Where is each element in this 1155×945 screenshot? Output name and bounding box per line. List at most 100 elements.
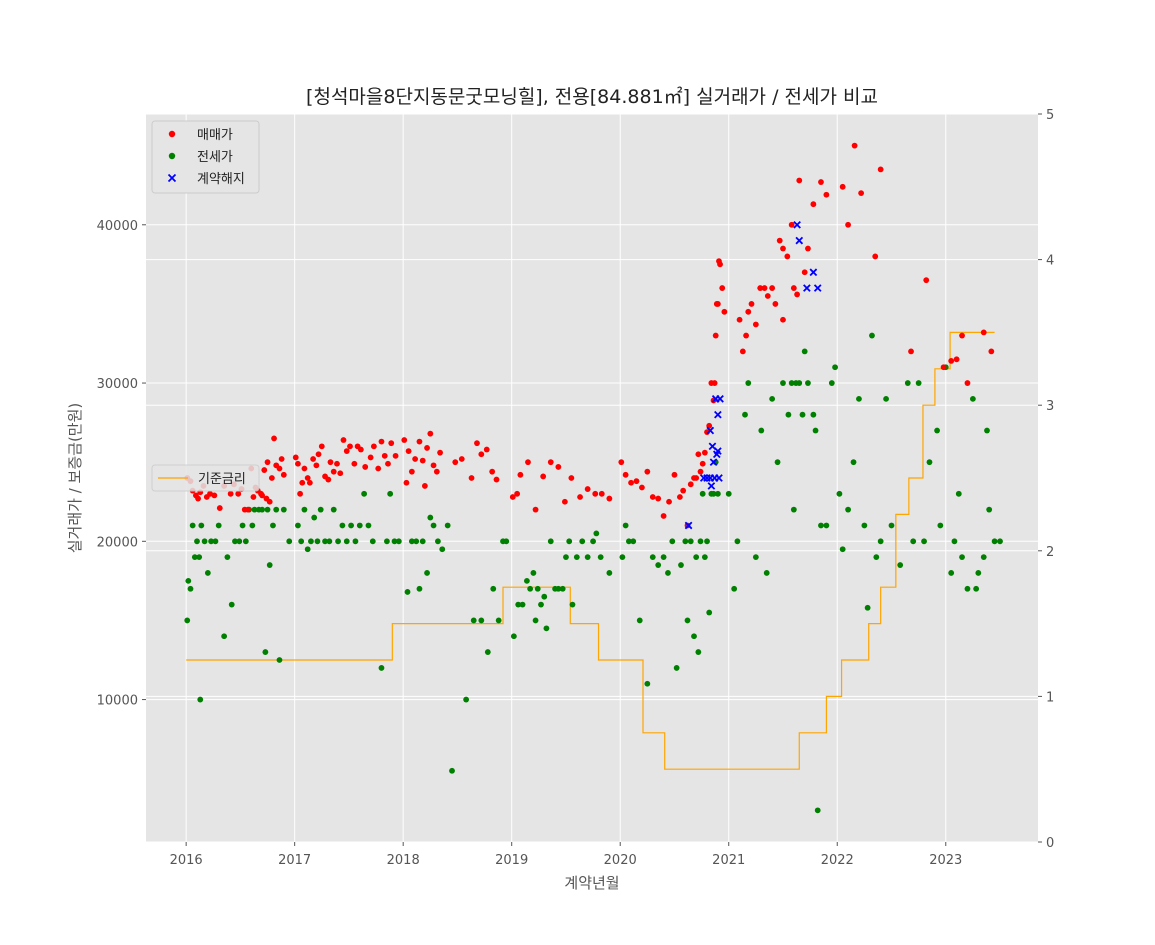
x-tick-label-6: 2022 (821, 853, 854, 868)
jeonse-point-123 (697, 538, 704, 545)
sale-point-161 (858, 190, 865, 197)
sale-point-72 (419, 457, 426, 464)
cancel-point-4 (707, 482, 716, 490)
jeonse-point-120 (691, 633, 697, 640)
sale-point-141 (757, 285, 764, 291)
sale-point-27 (266, 498, 273, 505)
jeonse-point-1 (185, 577, 192, 584)
jeonse-point-81 (519, 601, 526, 608)
cancel-point-17 (809, 268, 818, 277)
jeonse-point-39 (311, 514, 318, 521)
y-axis-right: 0 1 2 3 4 5 (1038, 108, 1054, 851)
grid-lines (146, 113, 1038, 843)
jeonse-point-50 (356, 522, 363, 529)
jeonse-point-115 (673, 665, 680, 671)
jeonse-point-64 (424, 570, 430, 576)
jeonse-point-58 (395, 538, 402, 545)
sale-point-168 (959, 332, 965, 339)
jeonse-point-139 (763, 570, 770, 576)
jeonse-point-162 (861, 522, 868, 529)
jeonse-point-180 (955, 490, 962, 497)
legend-mid-box (151, 464, 260, 492)
x-tick-label-1: 2017 (278, 853, 311, 868)
sale-point-153 (801, 269, 808, 276)
sale-point-23 (259, 492, 266, 499)
jeonse-point-93 (559, 585, 566, 592)
jeonse-point-14 (221, 633, 228, 640)
sale-point-35 (295, 460, 301, 467)
sale-point-110 (660, 513, 667, 519)
cancel-point-10 (714, 410, 722, 419)
jeonse-point-129 (710, 490, 717, 497)
sale-point-162 (872, 253, 879, 260)
sale-point-89 (517, 471, 524, 478)
jeonse-point-155 (823, 522, 830, 529)
y2-tick-label-3: 3 (1046, 399, 1054, 414)
jeonse-point-62 (416, 585, 423, 592)
jeonse-point-38 (308, 538, 314, 545)
sale-point-113 (676, 494, 683, 500)
sale-point-32 (278, 456, 285, 462)
cancel-point-13 (714, 447, 722, 455)
jeonse-point-48 (348, 522, 354, 529)
jeonse-point-15 (224, 554, 231, 561)
sale-point-63 (385, 460, 391, 467)
sale-point-79 (452, 459, 459, 466)
sale-point-148 (784, 253, 791, 260)
jeonse-point-3 (189, 522, 196, 529)
jeonse-point-165 (873, 554, 880, 561)
jeonse-point-191 (839, 546, 846, 553)
jeonse-point-78 (503, 538, 510, 545)
jeonse-point-182 (964, 585, 971, 592)
sale-point-101 (606, 495, 613, 502)
jeonse-point-160 (850, 459, 857, 466)
jeonse-point-147 (796, 380, 803, 386)
sale-point-128 (712, 332, 719, 339)
jeonse-point-153 (814, 807, 821, 814)
y-tick-label-0: 10000 (97, 694, 138, 709)
sale-point-64 (388, 440, 395, 447)
jeonse-point-31 (276, 657, 283, 663)
sale-point-53 (347, 443, 353, 450)
sale-point-42 (313, 462, 320, 469)
y2-tick-label-0: 0 (1046, 836, 1054, 851)
jeonse-point-76 (495, 617, 502, 624)
sale-point-104 (628, 479, 634, 486)
legend-marker-jeonse (168, 152, 176, 160)
sale-point-147 (780, 245, 786, 252)
jeonse-point-181 (959, 554, 965, 561)
sale-point-66 (401, 437, 408, 443)
y-tick-label-3: 40000 (97, 219, 138, 234)
jeonse-point-95 (566, 538, 573, 545)
sale-point-50 (337, 470, 344, 477)
jeonse-point-88 (541, 593, 548, 600)
sale-point-82 (474, 440, 480, 447)
jeonse-point-71 (463, 696, 470, 703)
jeonse-point-185 (975, 570, 982, 576)
data-points (184, 142, 1003, 814)
legend-marker-sale (168, 130, 176, 138)
sale-point-46 (325, 476, 332, 483)
jeonse-point-41 (317, 506, 324, 513)
sale-point-130 (714, 301, 721, 307)
jeonse-point-143 (785, 411, 792, 418)
sale-point-107 (644, 468, 651, 475)
sale-point-74 (424, 445, 430, 451)
x-axis: 2016 2017 2018 2019 2020 2021 2022 2023 (170, 842, 962, 868)
jeonse-point-99 (584, 554, 591, 561)
jeonse-point-17 (232, 538, 238, 545)
sale-point-80 (458, 456, 465, 462)
chart-title: [청석마을8단지동문굿모닝힐], 전용[84.881㎡] 실거래가 / 전세가 … (306, 85, 878, 108)
sale-point-150 (790, 285, 797, 291)
jeonse-point-27 (264, 506, 271, 513)
sale-point-56 (357, 446, 364, 453)
sale-point-173 (780, 316, 786, 323)
sale-point-52 (343, 448, 350, 454)
sale-point-92 (540, 473, 547, 480)
sale-point-134 (721, 308, 728, 315)
jeonse-point-188 (991, 538, 998, 545)
jeonse-point-122 (695, 649, 702, 655)
sale-point-87 (509, 494, 516, 500)
sale-point-136 (739, 348, 746, 355)
